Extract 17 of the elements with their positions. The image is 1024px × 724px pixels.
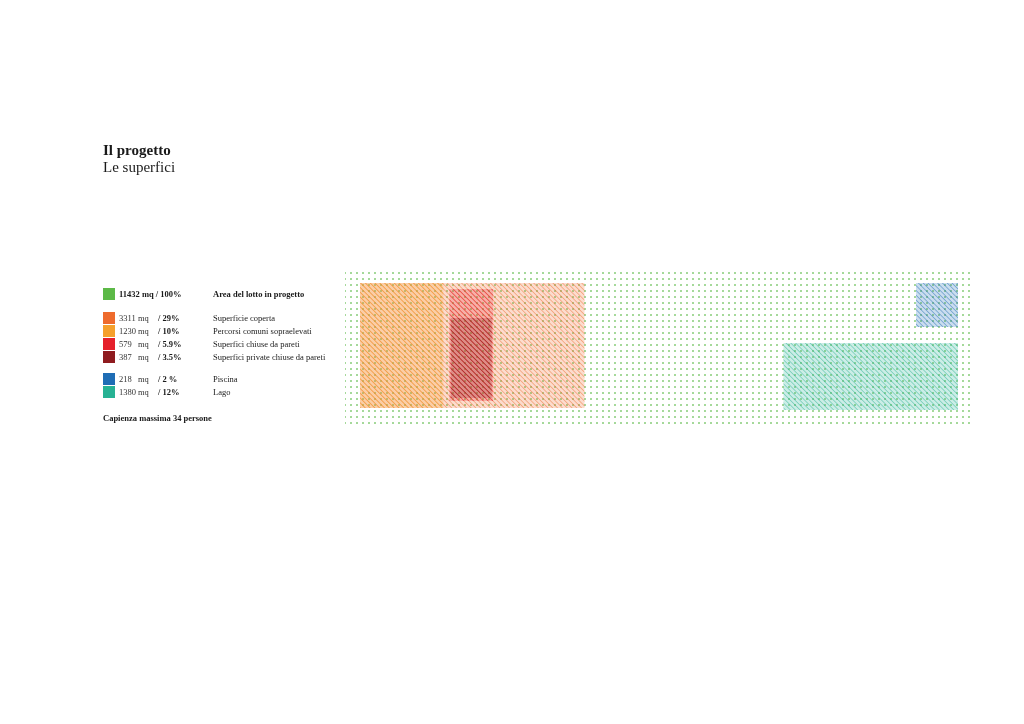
data-label: 3311 mq / 29%: [119, 313, 180, 323]
data-label: 387 mq / 3.5%: [119, 352, 182, 362]
text: Il progetto: [103, 142, 171, 158]
category-label: Superficie coperta: [213, 313, 276, 323]
category-label: Lago: [213, 387, 231, 397]
data-label: 218 mq / 2 %: [119, 374, 178, 384]
text: Capienza massima 34 persone: [103, 413, 213, 423]
text: Le superfici: [103, 159, 176, 175]
data-label: 11432 mq / 100%: [119, 289, 182, 299]
data-label: 1230 mq / 10%: [119, 326, 180, 336]
data-label: 1380 mq / 12%: [119, 387, 180, 397]
category-label: Area del lotto in progetto: [213, 289, 305, 299]
category-label: Piscina: [213, 374, 238, 384]
category-label: Superfici chiuse da pareti: [213, 339, 301, 349]
category-label: Superfici private chiuse da pareti: [213, 352, 326, 362]
category-label: Percorsi comuni sopraelevati: [213, 326, 313, 336]
data-label: 579 mq / 5.9%: [119, 339, 182, 349]
